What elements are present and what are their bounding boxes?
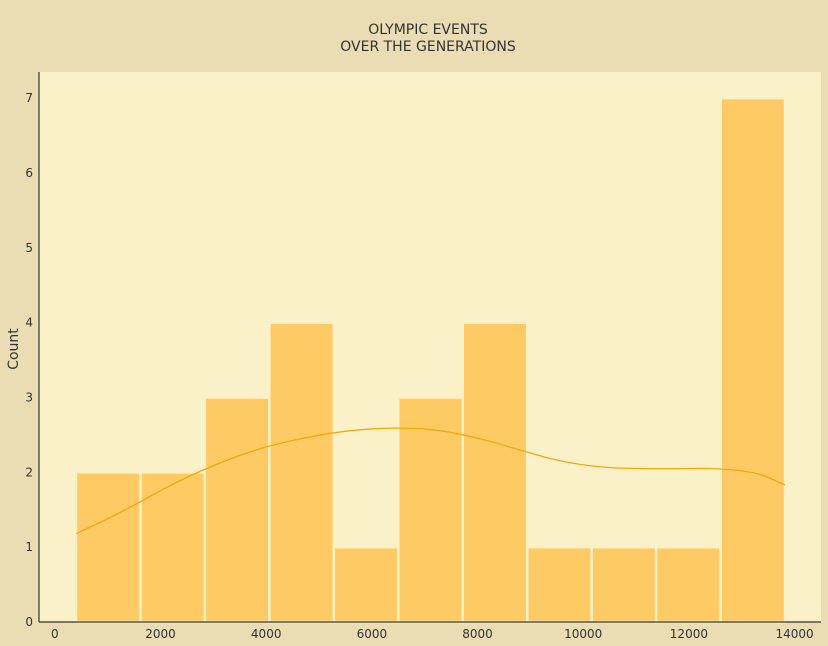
histogram-bar-6 [397,396,465,624]
histogram-bar-5 [332,545,400,624]
histogram-bar-2 [139,471,207,624]
y-axis-ticks: 0 1 2 3 4 5 6 7 [25,91,33,629]
x-tick-label: 6000 [357,627,388,641]
histogram-bar-7 [461,321,529,624]
y-tick-label: 2 [25,465,33,479]
x-tick-label: 8000 [462,627,493,641]
y-tick-label: 3 [25,391,33,405]
y-axis-label: Count [6,328,22,370]
chart-title-line-1: OLYMPIC EVENTS [368,22,488,38]
chart-title-line-2: OVER THE GENERATIONS [340,39,516,55]
y-tick-label: 7 [25,91,33,105]
x-tick-label: 2000 [145,627,176,641]
x-tick-label: 0 [51,627,59,641]
x-tick-label: 10000 [564,627,602,641]
kde-curve [75,427,786,535]
x-tick-label: 4000 [251,627,282,641]
histogram-bar-8 [525,545,593,624]
histogram-bar-3 [203,396,271,624]
y-tick-label: 5 [25,241,33,255]
x-tick-label: 12000 [670,627,708,641]
histogram-bars [74,96,787,624]
histogram-bar-9 [590,545,658,624]
x-axis-ticks: 0 2000 4000 6000 8000 10000 12000 14000 [51,627,814,641]
x-tick-label: 14000 [775,627,813,641]
histogram-bar-11 [719,96,787,624]
y-tick-label: 4 [25,316,33,330]
histogram-bar-4 [268,321,336,624]
histogram-bar-10 [654,545,722,624]
histogram-bar-1 [74,471,142,624]
y-tick-label: 0 [25,615,33,629]
y-tick-label: 1 [25,540,33,554]
y-tick-label: 6 [25,166,33,180]
